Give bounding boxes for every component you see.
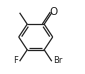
Text: F: F (14, 56, 18, 65)
Text: O: O (50, 7, 58, 17)
Text: Br: Br (53, 56, 63, 65)
